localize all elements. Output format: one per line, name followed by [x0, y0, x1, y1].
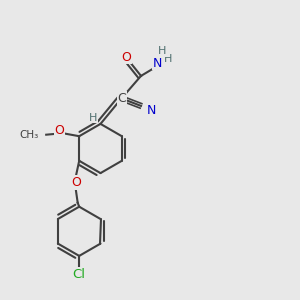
Text: H: H: [164, 53, 172, 64]
Text: CH₃: CH₃: [20, 130, 39, 140]
Text: O: O: [71, 176, 81, 189]
Text: N: N: [147, 104, 156, 117]
Text: N: N: [153, 57, 162, 70]
Text: O: O: [54, 124, 64, 137]
Text: H: H: [158, 46, 166, 56]
Text: O: O: [122, 51, 131, 64]
Text: Cl: Cl: [73, 268, 86, 281]
Text: C: C: [117, 92, 126, 105]
Text: H: H: [89, 113, 97, 123]
